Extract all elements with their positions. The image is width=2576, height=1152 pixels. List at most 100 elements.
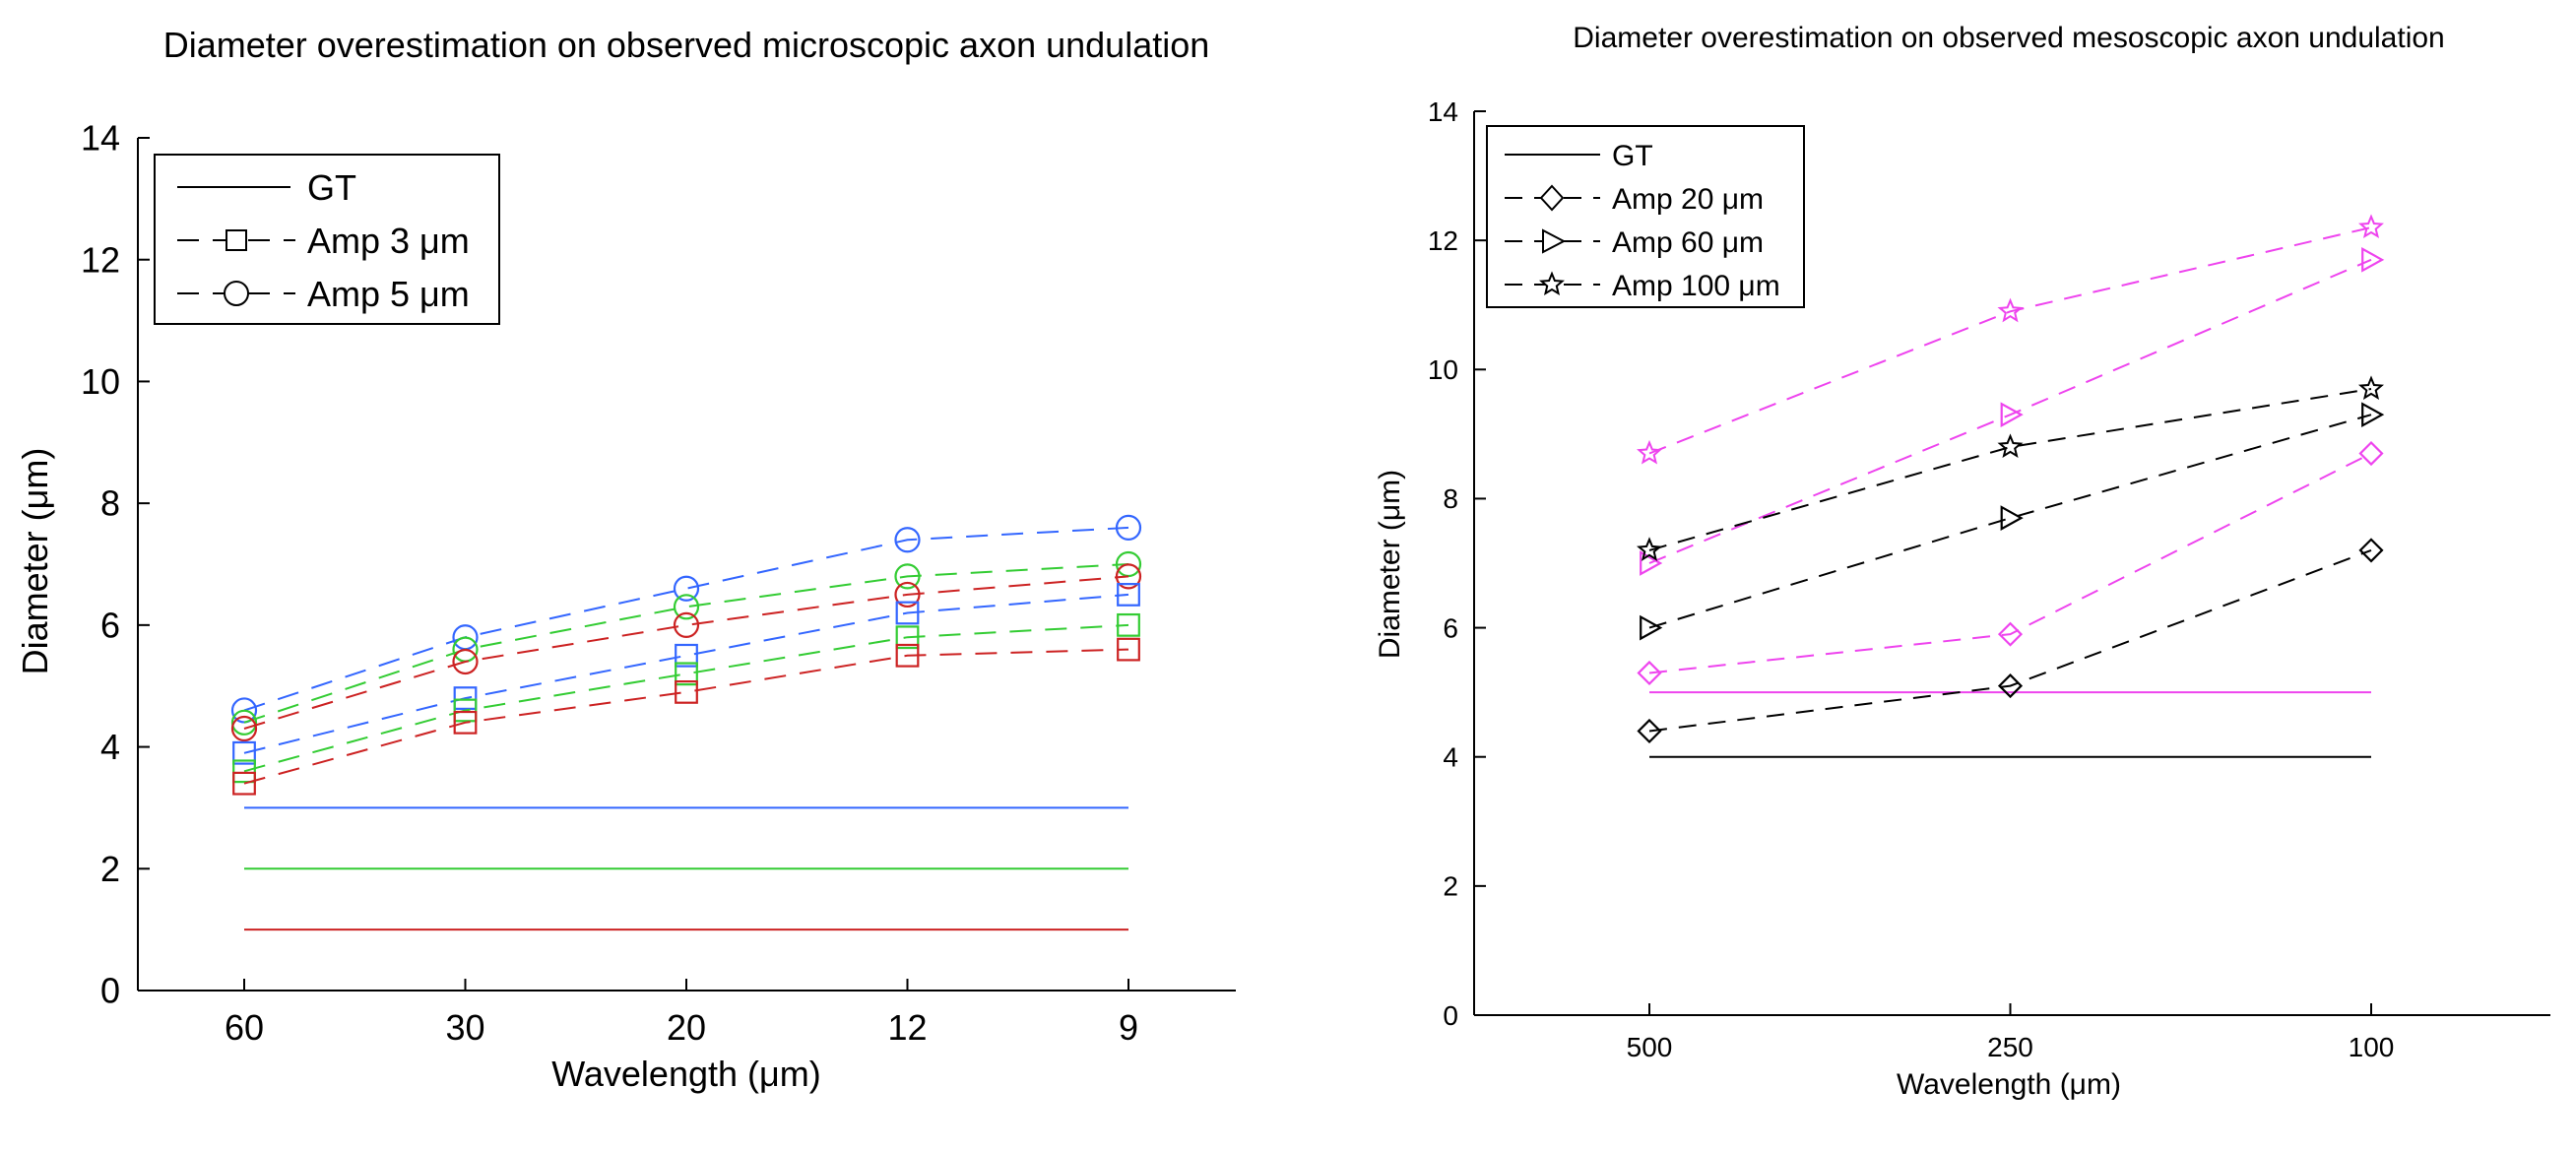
x-axis-label: Wavelength (μm) <box>1897 1068 2121 1101</box>
circle-marker <box>230 709 258 736</box>
star-marker <box>1636 537 1663 561</box>
y-tick-label: 10 <box>81 361 120 402</box>
y-tick-label: 0 <box>100 971 120 1011</box>
triangle-right-marker <box>1640 550 1663 576</box>
axes: 0 2 4 6 8 10 12 14 500 250 100 <box>1428 96 2550 1062</box>
square-marker <box>675 643 698 668</box>
y-tick-label: 6 <box>1443 612 1458 643</box>
series-line <box>1648 548 2372 733</box>
diamond-marker <box>2358 538 2384 563</box>
y-tick-label: 8 <box>1443 483 1458 514</box>
axes: 0 2 4 6 8 10 12 14 60 30 20 12 9 <box>81 118 1236 1048</box>
circle-marker <box>894 527 921 553</box>
square-marker <box>453 710 478 735</box>
diamond-marker <box>1997 673 2024 699</box>
diamond-marker-icon <box>1539 184 1565 212</box>
series-line <box>243 575 1129 730</box>
triangle-right-marker <box>2000 402 2024 428</box>
square-marker <box>453 698 478 723</box>
circle-marker <box>894 563 921 590</box>
square-marker <box>232 771 256 796</box>
star-marker <box>2358 214 2384 238</box>
legend-entry-label: GT <box>307 167 356 208</box>
diamond-marker <box>1637 660 1662 686</box>
square-marker <box>675 662 698 686</box>
x-tick-label: 12 <box>887 1007 927 1048</box>
circle-marker <box>1115 563 1142 590</box>
legend: GT Amp 3 μm Amp 5 μm <box>154 154 500 325</box>
series-line <box>243 593 1129 754</box>
legend: GT Amp 20 μm Amp 60 μm Amp 100 μm <box>1486 125 1805 308</box>
square-marker <box>453 686 478 710</box>
y-tick-label: 14 <box>81 118 120 159</box>
star-marker <box>1997 297 2024 323</box>
x-tick-label: 30 <box>445 1007 484 1048</box>
circle-marker <box>230 715 258 742</box>
square-marker <box>895 601 920 625</box>
chart-title: Diameter overestimation on observed micr… <box>163 25 1210 65</box>
series-line <box>243 623 1129 773</box>
square-marker <box>232 759 256 784</box>
chart-mesoscopic: Diameter overestimation on observed meso… <box>1374 22 2550 1101</box>
legend-box <box>154 154 500 325</box>
triangle-right-marker <box>1640 614 1663 641</box>
circle-marker <box>673 575 700 602</box>
series-line <box>1648 414 2372 629</box>
y-tick-label: 8 <box>100 483 120 524</box>
legend-entry-label: Amp 3 μm <box>307 221 470 261</box>
diamond-marker <box>1637 718 1662 744</box>
triangle-right-marker <box>2361 402 2385 428</box>
series-line <box>1648 452 2372 674</box>
legend-entry-label: Amp 20 μm <box>1612 183 1764 216</box>
triangle-right-marker-icon <box>1542 228 1567 254</box>
star-marker-icon <box>1539 271 1565 295</box>
y-tick-label: 4 <box>100 727 120 767</box>
y-tick-label: 10 <box>1428 354 1458 385</box>
x-tick-label: 250 <box>1987 1032 2033 1062</box>
legend-entry-label: Amp 60 μm <box>1612 226 1764 259</box>
chart-title: Diameter overestimation on observed meso… <box>1573 22 2444 54</box>
y-tick-label: 4 <box>1443 742 1458 773</box>
legend-entry-label: Amp 100 μm <box>1612 270 1780 302</box>
circle-marker <box>673 611 700 638</box>
square-marker <box>1117 583 1140 607</box>
x-tick-label: 9 <box>1119 1007 1138 1048</box>
y-tick-label: 0 <box>1443 1000 1458 1031</box>
y-tick-label: 6 <box>100 605 120 645</box>
y-tick-label: 14 <box>1428 96 1458 127</box>
circle-marker <box>894 581 921 608</box>
y-axis-label: Diameter (μm) <box>1374 470 1406 659</box>
triangle-right-marker <box>2361 246 2385 273</box>
y-tick-label: 12 <box>81 239 120 280</box>
series-line <box>1648 226 2372 455</box>
circle-marker <box>452 648 479 675</box>
plot-area: 0 2 4 6 8 10 12 14 500 250 100 <box>1428 96 2550 1062</box>
square-marker <box>895 643 920 668</box>
y-tick-label: 2 <box>100 849 120 889</box>
circle-marker <box>1115 514 1142 541</box>
y-tick-label: 12 <box>1428 225 1458 256</box>
square-marker-icon <box>225 229 247 251</box>
x-tick-label: 20 <box>667 1007 706 1048</box>
x-tick-label: 500 <box>1627 1032 1673 1062</box>
y-tick-label: 2 <box>1443 871 1458 902</box>
chart-microscopic: Diameter overestimation on observed micr… <box>15 25 1236 1094</box>
legend-entry-label: GT <box>1612 140 1653 172</box>
series-layer <box>1636 214 2385 758</box>
x-tick-label: 60 <box>225 1007 264 1048</box>
star-marker <box>1637 439 1662 465</box>
series-line <box>243 648 1129 785</box>
legend-box <box>1486 125 1805 308</box>
x-tick-label: 100 <box>2349 1032 2395 1062</box>
square-marker <box>675 679 698 704</box>
legend-entry-label: Amp 5 μm <box>307 274 470 314</box>
series-line <box>1648 258 2372 564</box>
series-line <box>1648 388 2372 551</box>
series-line <box>243 526 1129 712</box>
circle-marker <box>673 594 700 620</box>
x-axis-label: Wavelength (μm) <box>551 1054 820 1094</box>
circle-marker <box>1115 550 1142 578</box>
y-axis-label: Diameter (μm) <box>15 448 55 675</box>
star-marker <box>2357 375 2385 401</box>
